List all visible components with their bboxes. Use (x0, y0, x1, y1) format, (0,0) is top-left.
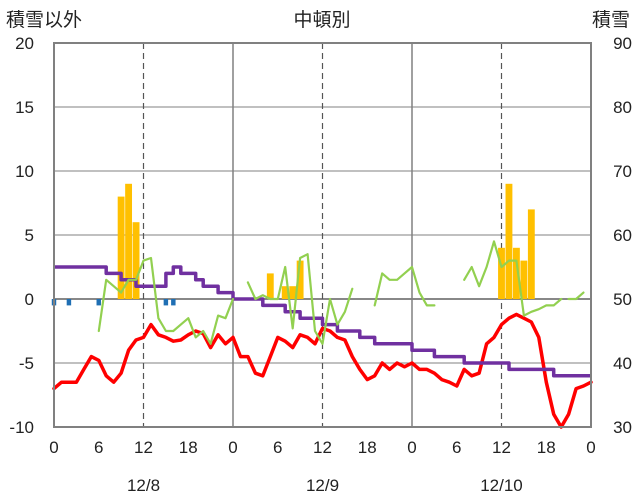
plot-frame (53, 42, 592, 428)
x-tick-label: 12 (492, 438, 511, 457)
y-left-tick-label: -10 (9, 418, 34, 437)
axis-labels: 中頓別 積雪以外 積雪 20151050-5-10908070605040300… (6, 9, 632, 495)
y-left-tick-label: 0 (25, 290, 34, 309)
snowfall-bar (125, 183, 133, 299)
snow_depth-line (54, 265, 591, 378)
snowfall-bar (527, 209, 535, 299)
y-right-tick-label: 60 (613, 226, 632, 245)
precipitation-bar (163, 299, 169, 306)
y-right-tick-label: 90 (613, 34, 632, 53)
precipitation-bar (66, 299, 72, 306)
x-tick-label: 0 (228, 438, 237, 457)
precipitation-bar (171, 299, 176, 306)
snowfall-bar (512, 247, 520, 299)
wind-line (97, 256, 235, 345)
snowfall-bar (505, 183, 513, 299)
date-label: 12/8 (127, 476, 160, 495)
x-tick-label: 18 (537, 438, 556, 457)
snowfall-bar (266, 273, 274, 299)
y-left-tick-label: 15 (15, 98, 34, 117)
x-tick-label: 0 (49, 438, 58, 457)
y-right-tick-label: 40 (613, 354, 632, 373)
date-label: 12/10 (480, 476, 523, 495)
snowfall-bar (117, 196, 125, 299)
y-left-axis-label: 積雪以外 (6, 9, 82, 31)
bar-series (51, 183, 535, 306)
temperature-line (52, 312, 593, 429)
x-tick-label: 12 (313, 438, 332, 457)
snowfall-bar (520, 260, 528, 299)
x-tick-label: 6 (273, 438, 282, 457)
snowfall-bar (296, 260, 304, 299)
snowfall-bar (498, 247, 505, 299)
x-tick-label: 6 (452, 438, 461, 457)
x-tick-label: 18 (179, 438, 198, 457)
snowfall-bar (281, 286, 289, 299)
snowfall-bar (132, 222, 140, 299)
line-series (52, 240, 593, 429)
y-right-tick-label: 50 (613, 290, 632, 309)
precipitation-bar (96, 299, 101, 306)
snowfall-bar (289, 286, 297, 299)
y-left-tick-label: 5 (25, 226, 34, 245)
wind-line (246, 253, 354, 345)
y-left-tick-label: -5 (19, 354, 34, 373)
wind-line (463, 240, 563, 317)
x-tick-label: 18 (358, 438, 377, 457)
x-tick-label: 0 (586, 438, 595, 457)
y-right-tick-label: 80 (613, 98, 632, 117)
y-right-tick-label: 70 (613, 162, 632, 181)
wind-line (373, 265, 436, 307)
x-tick-label: 6 (94, 438, 103, 457)
y-right-tick-label: 30 (613, 418, 632, 437)
x-tick-label: 12 (134, 438, 153, 457)
chart-title: 中頓別 (293, 9, 350, 31)
wind-line (567, 291, 585, 301)
x-tick-label: 0 (407, 438, 416, 457)
date-label: 12/9 (306, 476, 339, 495)
y-left-tick-label: 10 (15, 162, 34, 181)
y-left-tick-label: 20 (15, 34, 34, 53)
y-right-axis-label: 積雪 (592, 9, 630, 31)
